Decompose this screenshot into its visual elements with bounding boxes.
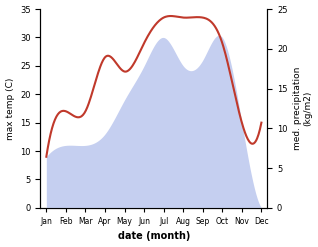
Y-axis label: med. precipitation
(kg/m2): med. precipitation (kg/m2) [293, 67, 313, 150]
X-axis label: date (month): date (month) [118, 231, 190, 242]
Y-axis label: max temp (C): max temp (C) [5, 77, 15, 140]
